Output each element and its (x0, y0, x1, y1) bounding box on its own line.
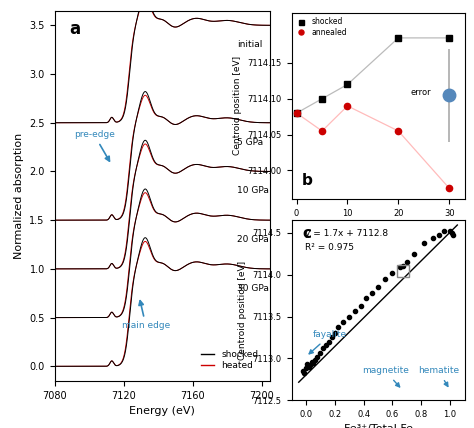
X-axis label: Energy (eV): Energy (eV) (129, 406, 195, 416)
Text: initial: initial (237, 40, 263, 49)
Point (351, 307, 359, 314)
Point (303, 361, 311, 368)
Point (346, 313, 353, 320)
Text: 10 GPa: 10 GPa (237, 187, 269, 196)
Point (447, 228, 454, 235)
Y-axis label: Normalized absorption: Normalized absorption (14, 133, 24, 259)
Point (299, 368, 307, 374)
Point (310, 359, 317, 366)
shocked (294, 110, 300, 116)
Point (339, 319, 347, 326)
Point (368, 290, 376, 297)
Point (396, 264, 403, 270)
Point (435, 231, 442, 238)
Line: shocked: shocked (293, 35, 452, 116)
Point (334, 324, 341, 331)
Point (357, 302, 365, 309)
Point (302, 365, 310, 372)
Line: annealed: annealed (293, 103, 452, 191)
Point (322, 342, 330, 348)
shocked (319, 96, 325, 101)
X-axis label: Shock pressure [GPa]: Shock pressure [GPa] (330, 223, 426, 232)
Point (317, 349, 324, 356)
annealed (395, 128, 401, 134)
Legend: shocked, annealed: shocked, annealed (295, 17, 348, 37)
Point (399, 263, 406, 270)
annealed (345, 103, 350, 108)
shocked (447, 36, 452, 41)
Point (448, 229, 456, 236)
Text: main edge: main edge (122, 301, 170, 330)
Text: fayalite: fayalite (309, 330, 347, 354)
Point (301, 370, 308, 377)
Point (429, 235, 437, 241)
Text: y = 1.7x + 7112.8
R² = 0.975: y = 1.7x + 7112.8 R² = 0.975 (305, 229, 389, 252)
Text: 20 GPa: 20 GPa (237, 235, 269, 244)
Text: error: error (411, 88, 431, 97)
annealed (294, 110, 300, 116)
Text: b: b (302, 173, 313, 188)
Point (314, 353, 321, 360)
Y-axis label: Centroid position [eV]: Centroid position [eV] (238, 261, 247, 360)
shocked (345, 82, 350, 87)
Point (308, 358, 316, 365)
Point (374, 284, 382, 291)
Text: a: a (70, 20, 81, 38)
Point (319, 345, 327, 352)
Point (307, 362, 314, 369)
Point (311, 357, 319, 363)
Point (325, 338, 333, 345)
Text: 30 GPa: 30 GPa (237, 284, 269, 293)
X-axis label: Fe³⁺/Total Fe: Fe³⁺/Total Fe (344, 425, 412, 428)
Point (363, 295, 370, 302)
Point (389, 270, 396, 276)
annealed (447, 186, 452, 191)
shocked (395, 36, 401, 41)
Legend: shocked, heated: shocked, heated (198, 348, 261, 373)
Point (440, 228, 448, 235)
Text: magnetite: magnetite (362, 366, 409, 387)
Point (331, 330, 338, 337)
Point (410, 250, 418, 257)
Text: c: c (302, 226, 311, 241)
annealed (319, 128, 325, 134)
Point (382, 276, 389, 282)
Text: hematite: hematite (418, 366, 459, 386)
Point (449, 231, 457, 238)
Point (328, 334, 336, 341)
Y-axis label: Centroid position [eV]: Centroid position [eV] (233, 56, 242, 155)
Point (403, 259, 410, 266)
Point (305, 363, 313, 370)
Text: 5 GPa: 5 GPa (237, 138, 264, 147)
Point (420, 240, 428, 247)
Text: pre-edge: pre-edge (74, 130, 115, 161)
